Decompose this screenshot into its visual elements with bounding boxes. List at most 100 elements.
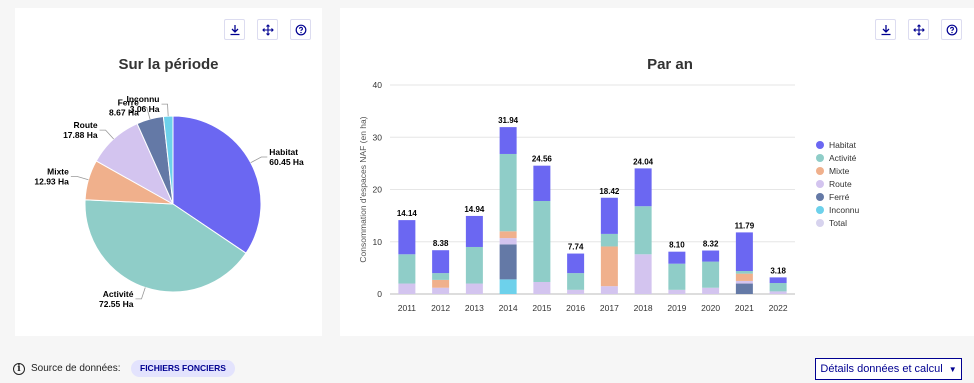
help-button[interactable] <box>290 19 311 40</box>
expand-button[interactable] <box>257 19 278 40</box>
bar-segment-activité[interactable] <box>634 206 652 255</box>
bar-segment-habitat[interactable] <box>600 197 618 234</box>
legend-item-route[interactable]: Route <box>829 179 852 189</box>
bar-segment-habitat[interactable] <box>533 165 551 201</box>
bar-total-label: 7.74 <box>568 243 584 252</box>
bar-segment-route[interactable] <box>668 289 686 294</box>
pie-connector <box>250 156 268 164</box>
bar-segment-activité[interactable] <box>398 254 416 284</box>
bar-segment-inconnu[interactable] <box>499 279 517 294</box>
y-tick-label: 10 <box>373 237 383 247</box>
details-button[interactable]: Détails données et calcul ▼ <box>815 358 962 380</box>
bar-segment-route[interactable] <box>634 254 652 294</box>
bar-segment-mixte[interactable] <box>600 246 618 287</box>
bar-total-label: 8.10 <box>669 241 685 250</box>
bar-segment-habitat[interactable] <box>668 251 686 264</box>
pie-label-value: 8.67 Ha <box>109 107 139 117</box>
source-badge[interactable]: FICHIERS FONCIERS <box>131 360 235 377</box>
bar-segment-route[interactable] <box>567 289 585 294</box>
bar-segment-habitat[interactable] <box>567 253 585 274</box>
bar-segment-activité[interactable] <box>499 153 517 232</box>
x-tick-label: 2014 <box>499 303 518 313</box>
pie-connector <box>135 287 146 300</box>
x-tick-label: 2022 <box>769 303 788 313</box>
bar-segment-habitat[interactable] <box>465 215 483 247</box>
x-tick-label: 2011 <box>398 303 417 313</box>
legend-item-activité[interactable]: Activité <box>829 153 857 163</box>
bar-segment-activité[interactable] <box>600 233 618 247</box>
bar-segment-activité[interactable] <box>533 200 551 282</box>
bar-segment-route[interactable] <box>600 286 618 294</box>
bar-segment-habitat[interactable] <box>398 220 416 255</box>
bar-segment-habitat[interactable] <box>499 127 517 154</box>
bar-segment-mixte[interactable] <box>432 279 450 288</box>
bar-segment-habitat[interactable] <box>735 232 753 272</box>
expand-button[interactable] <box>908 19 929 40</box>
y-tick-label: 40 <box>373 80 383 90</box>
legend-item-mixte[interactable]: Mixte <box>829 166 850 176</box>
caret-down-icon: ▼ <box>948 364 957 374</box>
bar-segment-habitat[interactable] <box>634 168 652 207</box>
bar-segment-habitat[interactable] <box>769 277 787 284</box>
bar-total-label: 18.42 <box>599 187 620 196</box>
bar-segment-activité[interactable] <box>702 261 720 288</box>
legend-marker[interactable] <box>816 167 824 175</box>
bar-total-label: 31.94 <box>498 116 519 125</box>
bar-segment-activité[interactable] <box>735 271 753 274</box>
bar-total-label: 24.56 <box>532 155 553 164</box>
bar-segment-ferré[interactable] <box>735 283 753 294</box>
x-tick-label: 2013 <box>465 303 484 313</box>
bar-chart-title: Par an <box>647 56 693 73</box>
pie-connector <box>99 129 114 140</box>
bar-segment-mixte[interactable] <box>735 273 753 281</box>
legend-marker[interactable] <box>816 180 824 188</box>
x-tick-label: 2019 <box>667 303 686 313</box>
help-circle-icon <box>295 24 306 35</box>
bar-segment-activité[interactable] <box>465 246 483 284</box>
bar-total-label: 14.14 <box>397 209 418 218</box>
legend-item-habitat[interactable]: Habitat <box>829 140 857 150</box>
legend-marker[interactable] <box>816 141 824 149</box>
pie-slice-habitat[interactable] <box>172 115 262 254</box>
download-button[interactable] <box>875 19 896 40</box>
help-button[interactable] <box>941 19 962 40</box>
legend-marker[interactable] <box>816 193 824 201</box>
bar-segment-mixte[interactable] <box>499 231 517 239</box>
bar-segment-ferré[interactable] <box>499 244 517 280</box>
y-tick-label: 20 <box>373 185 383 195</box>
bar-segment-route[interactable] <box>432 287 450 294</box>
pie-label-value: 3.06 Ha <box>130 104 160 114</box>
bar-segment-activité[interactable] <box>567 273 585 290</box>
bar-segment-route[interactable] <box>499 238 517 245</box>
pie-chart-title: Sur la période <box>118 56 219 73</box>
bar-segment-activité[interactable] <box>769 283 787 292</box>
x-tick-label: 2018 <box>634 303 653 313</box>
bar-segment-route[interactable] <box>735 280 753 284</box>
x-tick-label: 2017 <box>600 303 619 313</box>
legend-item-ferré[interactable]: Ferré <box>829 192 850 202</box>
download-button[interactable] <box>224 19 245 40</box>
bar-segment-activité[interactable] <box>432 273 450 280</box>
legend-marker[interactable] <box>816 219 824 227</box>
bar-chart: 0 10 20 30 40 Consommation d'espaces NAF (en … <box>358 80 860 313</box>
bar-segment-route[interactable] <box>465 283 483 294</box>
bar-segment-route[interactable] <box>702 287 720 294</box>
bar-segment-route[interactable] <box>769 291 787 294</box>
bar-segment-habitat[interactable] <box>432 250 450 274</box>
legend-item-total[interactable]: Total <box>829 218 847 228</box>
legend-marker[interactable] <box>816 154 824 162</box>
bar-segment-route[interactable] <box>533 281 551 294</box>
info-circle-icon: i <box>13 363 25 375</box>
legend-item-inconnu[interactable]: Inconnu <box>829 205 860 215</box>
x-tick-label: 2016 <box>566 303 585 313</box>
pie-label-value: 60.45 Ha <box>269 157 304 167</box>
bar-segment-activité[interactable] <box>668 263 686 290</box>
bar-chart-card: Par an 0 10 20 30 40 Consommation d'espaces N… <box>340 8 974 336</box>
y-axis-label: Consommation d'espaces NAF (en ha) <box>358 116 368 262</box>
download-icon <box>230 24 239 35</box>
move-arrows-icon <box>261 23 274 36</box>
bar-segment-route[interactable] <box>398 283 416 294</box>
bar-segment-habitat[interactable] <box>702 250 720 262</box>
pie-connector <box>161 103 169 117</box>
legend-marker[interactable] <box>816 206 824 214</box>
